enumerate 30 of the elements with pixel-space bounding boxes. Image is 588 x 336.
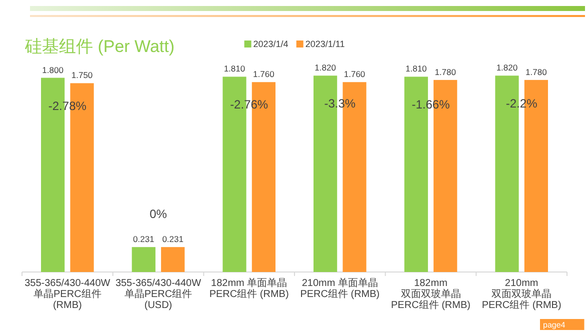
x-tick-label: 210mm 单面单晶 PERC组件 (RMB) — [300, 277, 380, 300]
x-tick-label: 182mm 双面双玻单晶 PERC组件 (RMB) — [391, 278, 470, 311]
data-label: 1.800 — [42, 64, 64, 75]
annotation: -1.66% — [412, 98, 450, 112]
data-label: 1.810 — [224, 64, 246, 74]
legend-label: 2023/1/4 — [253, 39, 288, 49]
annotation: 0% — [150, 207, 168, 222]
x-tick-label: 355-365/430-440W 单晶PERC组件 (RMB) — [24, 278, 111, 311]
data-label: 1.750 — [71, 70, 93, 80]
x-tick-label: 182mm 单面单晶 PERC组件 (RMB) — [209, 277, 289, 300]
data-label: 0.231 — [133, 234, 155, 244]
data-label: 0.231 — [162, 234, 184, 244]
x-tick-label: 355-365/430-440W 单晶PERC组件 (USD) — [115, 278, 202, 311]
data-label: 1.760 — [344, 69, 366, 80]
chart-title: 硅基组件 (Per Watt) — [24, 37, 175, 56]
annotation: -2.2% — [506, 96, 538, 111]
data-label: 1.820 — [314, 62, 336, 73]
annotation: -2.78% — [48, 98, 87, 113]
annotation: -3.3% — [324, 96, 356, 111]
data-label: 1.780 — [434, 66, 456, 77]
data-label: 1.810 — [406, 64, 428, 74]
data-label: 1.780 — [526, 66, 548, 77]
data-label: 1.760 — [253, 69, 275, 80]
bar — [132, 247, 156, 272]
bar — [161, 247, 185, 272]
text: page4 — [543, 320, 566, 330]
data-label: 1.820 — [496, 62, 518, 73]
annotation: -2.76% — [230, 98, 268, 112]
legend-label: 2023/1/11 — [305, 39, 345, 49]
x-tick-label: 210mm 双面双玻单晶 PERC组件 (RMB) — [482, 278, 562, 311]
